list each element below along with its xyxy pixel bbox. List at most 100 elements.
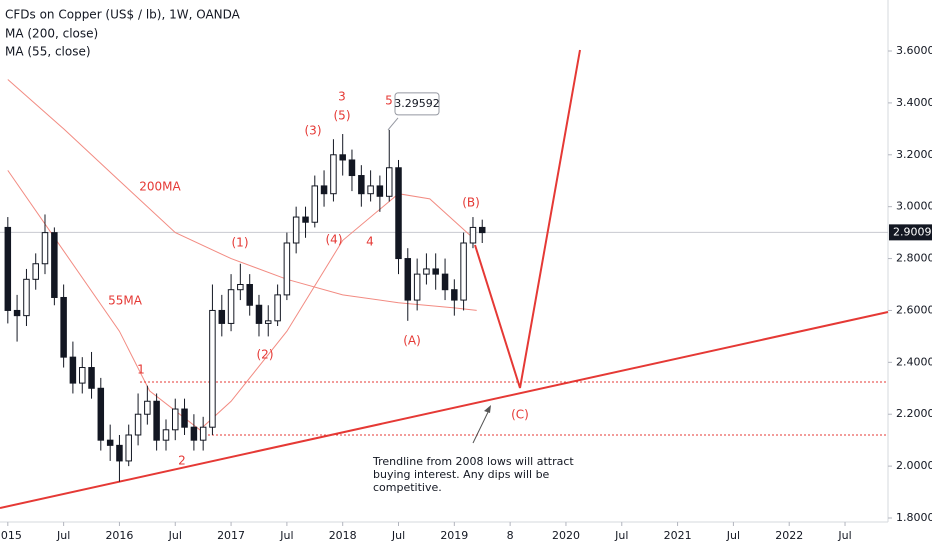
legend-entry: MA (55, close) — [5, 45, 91, 59]
candle-body — [13, 309, 21, 317]
candle-body — [144, 400, 151, 415]
wave-label: (2) — [257, 348, 274, 362]
note-text: competitive. — [373, 481, 442, 494]
x-tick-label: Jul — [56, 529, 70, 542]
callout-box — [394, 92, 440, 116]
candle-body — [292, 216, 300, 244]
price-label-box — [889, 224, 932, 241]
wave-label: (3) — [305, 124, 322, 138]
callout-label: 3.29592 — [394, 97, 440, 110]
candle-body — [209, 309, 216, 428]
wave-label: 1 — [137, 363, 145, 377]
wave-label: (1) — [232, 236, 249, 250]
note-text: Trendline from 2008 lows will attract — [372, 455, 574, 468]
candle-body — [97, 387, 105, 441]
x-tick-label: 2015 — [0, 529, 22, 542]
legend-entry: MA (200, close) — [5, 27, 98, 41]
candle-body — [116, 444, 123, 462]
x-tick-label: Jul — [614, 529, 628, 542]
candle-body — [199, 426, 207, 441]
candle-body — [339, 154, 346, 161]
wave-label: (5) — [334, 109, 351, 123]
moving-average — [7, 170, 471, 431]
candle-body — [181, 408, 188, 428]
wave-label: 5 — [385, 94, 393, 108]
candle-body — [367, 185, 374, 195]
x-tick-label: 2020 — [552, 529, 580, 542]
candle-body — [320, 185, 328, 195]
candle-body — [162, 429, 170, 441]
candle-body — [274, 294, 281, 322]
x-tick-label: Jul — [279, 529, 293, 542]
wave-label: 3 — [338, 90, 346, 104]
wave-label: (B) — [462, 196, 480, 210]
candle-body — [88, 367, 95, 389]
candle-body — [302, 216, 309, 223]
y-tick-label: 2.40000 — [896, 355, 932, 368]
y-tick-label: 2.00000 — [896, 459, 932, 472]
candle-body — [469, 226, 477, 244]
x-tick-label: 2019 — [440, 529, 468, 542]
x-tick-label: Jul — [726, 529, 740, 542]
candle-body — [478, 226, 486, 234]
y-tick-label: 2.20000 — [896, 407, 932, 420]
candle-body — [246, 284, 253, 306]
projection — [474, 49, 581, 389]
candle-body — [41, 232, 49, 265]
candle-body — [125, 434, 132, 462]
x-tick-label: 2017 — [217, 529, 245, 542]
candle-body — [237, 284, 244, 291]
arrow-line — [472, 407, 491, 444]
x-tick-label: Jul — [391, 529, 405, 542]
candle-body — [69, 356, 77, 384]
wave-label: 4 — [366, 235, 374, 249]
candle-body — [172, 408, 179, 431]
y-tick-label: 3.00000 — [896, 200, 932, 213]
candle-body — [134, 413, 142, 436]
candle-body — [255, 304, 263, 324]
candle-body — [218, 309, 226, 324]
x-tick-label: 2022 — [775, 529, 803, 542]
wave-label: 2 — [178, 454, 186, 468]
price-label: 2.90098 — [893, 225, 932, 238]
candle-body — [79, 367, 86, 384]
candle-body — [423, 268, 430, 275]
candle-body — [432, 268, 439, 275]
candle-body — [153, 400, 160, 441]
wave-label: 55MA — [108, 294, 143, 308]
candle-body — [404, 258, 412, 301]
candle-body — [23, 278, 30, 317]
candle-body — [264, 320, 272, 324]
wave-label: (A) — [403, 334, 421, 348]
candle-body — [451, 289, 458, 301]
arrow-head — [484, 405, 491, 413]
candle-body — [348, 159, 356, 177]
candle-body — [441, 273, 449, 291]
y-tick-label: 3.40000 — [896, 96, 932, 109]
candle-body — [330, 154, 337, 195]
candle-body — [106, 439, 114, 446]
chart-title: CFDs on Copper (US$ / lb), 1W, OANDA — [5, 8, 241, 22]
y-tick-label: 3.20000 — [896, 148, 932, 161]
callout-pointer — [387, 117, 399, 131]
y-tick-label: 1.80000 — [896, 511, 932, 524]
candle-body — [190, 426, 198, 441]
wave-label: 200MA — [139, 180, 181, 194]
candle-body — [60, 296, 67, 358]
y-tick-label: 2.80000 — [896, 252, 932, 265]
candle-body — [413, 273, 421, 301]
candle-body — [51, 232, 58, 298]
candle-body — [385, 167, 393, 197]
candle-body — [395, 167, 402, 260]
x-tick-label: Jul — [168, 529, 182, 542]
x-tick-label: 2021 — [664, 529, 692, 542]
candle-body — [227, 289, 235, 324]
x-tick-label: Jul — [837, 529, 851, 542]
wave-label: (4) — [326, 233, 343, 247]
trendline — [0, 311, 889, 509]
candle-body — [460, 242, 467, 301]
x-tick-label: 8 — [507, 529, 514, 542]
